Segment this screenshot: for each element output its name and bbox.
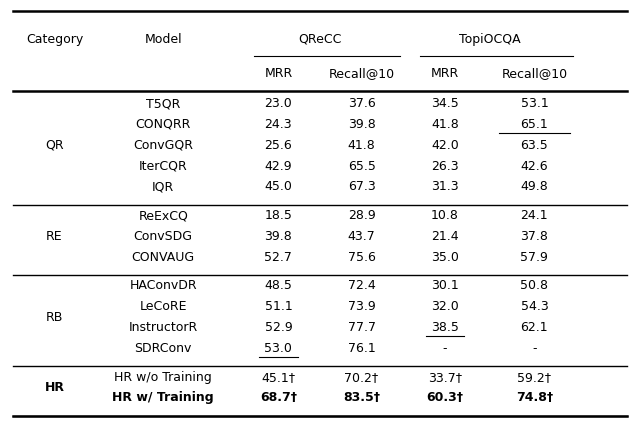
Text: 68.7†: 68.7† bbox=[260, 391, 297, 404]
Text: 43.7: 43.7 bbox=[348, 230, 376, 243]
Text: 45.0: 45.0 bbox=[264, 181, 292, 194]
Text: Recall@10: Recall@10 bbox=[328, 67, 395, 80]
Text: Recall@10: Recall@10 bbox=[501, 67, 568, 80]
Text: Category: Category bbox=[26, 33, 83, 46]
Text: 24.3: 24.3 bbox=[264, 118, 292, 131]
Text: 25.6: 25.6 bbox=[264, 139, 292, 152]
Text: 37.8: 37.8 bbox=[520, 230, 548, 243]
Text: 73.9: 73.9 bbox=[348, 300, 376, 313]
Text: MRR: MRR bbox=[264, 67, 292, 80]
Text: 72.4: 72.4 bbox=[348, 279, 376, 293]
Text: 74.8†: 74.8† bbox=[516, 391, 553, 404]
Text: 39.8: 39.8 bbox=[348, 118, 376, 131]
Text: MRR: MRR bbox=[431, 67, 459, 80]
Text: 59.2†: 59.2† bbox=[517, 371, 552, 384]
Text: -: - bbox=[442, 342, 447, 355]
Text: HR w/o Training: HR w/o Training bbox=[115, 371, 212, 384]
Text: 76.1: 76.1 bbox=[348, 342, 376, 355]
Text: 42.9: 42.9 bbox=[264, 160, 292, 173]
Text: 65.5: 65.5 bbox=[348, 160, 376, 173]
Text: 60.3†: 60.3† bbox=[426, 391, 463, 404]
Text: Model: Model bbox=[145, 33, 182, 46]
Text: HR w/ Training: HR w/ Training bbox=[113, 391, 214, 404]
Text: 49.8: 49.8 bbox=[520, 181, 548, 194]
Text: 33.7†: 33.7† bbox=[428, 371, 462, 384]
Text: TopiOCQA: TopiOCQA bbox=[459, 33, 520, 46]
Text: 41.8: 41.8 bbox=[431, 118, 459, 131]
Text: 77.7: 77.7 bbox=[348, 321, 376, 334]
Text: HR: HR bbox=[44, 381, 65, 394]
Text: 51.1: 51.1 bbox=[264, 300, 292, 313]
Text: 10.8: 10.8 bbox=[431, 209, 459, 222]
Text: 70.2†: 70.2† bbox=[344, 371, 379, 384]
Text: 42.0: 42.0 bbox=[431, 139, 459, 152]
Text: -: - bbox=[532, 342, 537, 355]
Text: 62.1: 62.1 bbox=[520, 321, 548, 334]
Text: RB: RB bbox=[45, 311, 63, 324]
Text: 45.1†: 45.1† bbox=[261, 371, 296, 384]
Text: CONVAUG: CONVAUG bbox=[132, 251, 195, 264]
Text: IQR: IQR bbox=[152, 181, 174, 194]
Text: 35.0: 35.0 bbox=[431, 251, 459, 264]
Text: 53.1: 53.1 bbox=[520, 97, 548, 110]
Text: RE: RE bbox=[46, 230, 63, 243]
Text: 63.5: 63.5 bbox=[520, 139, 548, 152]
Text: 54.3: 54.3 bbox=[520, 300, 548, 313]
Text: CONQRR: CONQRR bbox=[136, 118, 191, 131]
Text: LeCoRE: LeCoRE bbox=[140, 300, 187, 313]
Text: T5QR: T5QR bbox=[146, 97, 180, 110]
Text: HAConvDR: HAConvDR bbox=[129, 279, 197, 293]
Text: 42.6: 42.6 bbox=[520, 160, 548, 173]
Text: 21.4: 21.4 bbox=[431, 230, 459, 243]
Text: 67.3: 67.3 bbox=[348, 181, 376, 194]
Text: 41.8: 41.8 bbox=[348, 139, 376, 152]
Text: 24.1: 24.1 bbox=[520, 209, 548, 222]
Text: 30.1: 30.1 bbox=[431, 279, 459, 293]
Text: InstructorR: InstructorR bbox=[129, 321, 198, 334]
Text: 32.0: 32.0 bbox=[431, 300, 459, 313]
Text: 53.0: 53.0 bbox=[264, 342, 292, 355]
Text: 26.3: 26.3 bbox=[431, 160, 459, 173]
Text: IterCQR: IterCQR bbox=[139, 160, 188, 173]
Text: SDRConv: SDRConv bbox=[134, 342, 192, 355]
Text: 31.3: 31.3 bbox=[431, 181, 459, 194]
Text: 65.1: 65.1 bbox=[520, 118, 548, 131]
Text: 23.0: 23.0 bbox=[264, 97, 292, 110]
Text: QReCC: QReCC bbox=[298, 33, 342, 46]
Text: 34.5: 34.5 bbox=[431, 97, 459, 110]
Text: 37.6: 37.6 bbox=[348, 97, 376, 110]
Text: 50.8: 50.8 bbox=[520, 279, 548, 293]
Text: 52.7: 52.7 bbox=[264, 251, 292, 264]
Text: ConvSDG: ConvSDG bbox=[134, 230, 193, 243]
Text: 75.6: 75.6 bbox=[348, 251, 376, 264]
Text: 38.5: 38.5 bbox=[431, 321, 459, 334]
Text: 39.8: 39.8 bbox=[264, 230, 292, 243]
Text: 18.5: 18.5 bbox=[264, 209, 292, 222]
Text: 83.5†: 83.5† bbox=[343, 391, 380, 404]
Text: 52.9: 52.9 bbox=[264, 321, 292, 334]
Text: QR: QR bbox=[45, 139, 64, 152]
Text: 57.9: 57.9 bbox=[520, 251, 548, 264]
Text: 28.9: 28.9 bbox=[348, 209, 376, 222]
Text: 48.5: 48.5 bbox=[264, 279, 292, 293]
Text: ConvGQR: ConvGQR bbox=[133, 139, 193, 152]
Text: ReExCQ: ReExCQ bbox=[138, 209, 188, 222]
